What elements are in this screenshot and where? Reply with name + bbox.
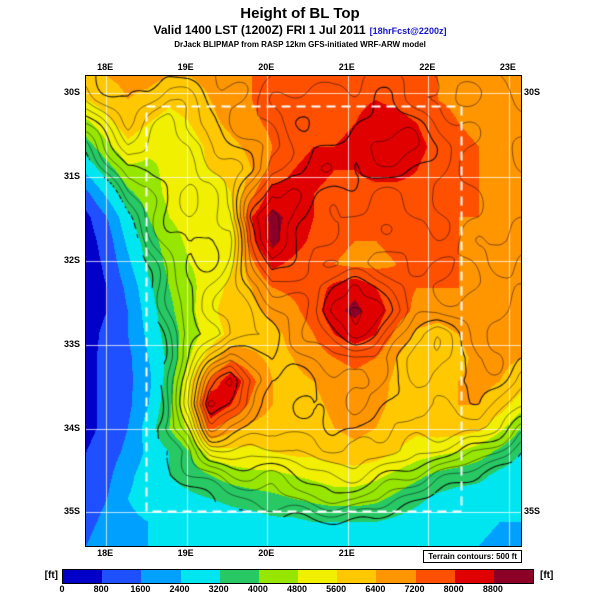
chart-title: Height of BL Top: [240, 5, 360, 22]
colorbar-segment: [337, 570, 377, 583]
colorbar-segment: [141, 570, 181, 583]
lon-tick-label-top: 18E: [97, 62, 114, 72]
lon-tick-label-top: 19E: [177, 62, 194, 72]
colorbar-segment: [493, 570, 534, 583]
colorbar-tick-label: 8800: [482, 584, 503, 594]
lon-tick-label-bottom: 19E: [177, 548, 194, 558]
colorbar-tick-label: 1600: [130, 584, 151, 594]
colorbar-segment: [219, 570, 259, 583]
lat-tick-label-right: 35S: [524, 506, 541, 517]
bl-top-heatmap-canvas: [85, 75, 522, 547]
colorbar-tick-label: 7200: [404, 584, 425, 594]
colorbar-tick-label: 4800: [286, 584, 308, 594]
model-attribution: DrJack BLIPMAP from RASP 12km GFS-initia…: [174, 40, 426, 49]
lon-tick-label-top: 20E: [258, 62, 275, 72]
lat-tick-label-left: 30S: [63, 86, 80, 97]
colorbar-tick-label: 800: [93, 584, 109, 594]
colorbar-unit-right: [ft]: [540, 570, 554, 581]
valid-time-text: Valid 1400 LST (1200Z) FRI 1 Jul 2011: [153, 23, 366, 37]
colorbar-segment: [454, 570, 494, 583]
colorbar-tick-label: 6400: [365, 584, 386, 594]
colorbar-unit-left: [ft]: [44, 570, 58, 581]
colorbar-segment: [258, 570, 299, 583]
lat-tick-label-left: 35S: [63, 506, 80, 517]
lon-tick-label-top: 22E: [419, 62, 436, 72]
lon-tick-label-bottom: 20E: [258, 548, 275, 558]
colorbar-segment: [415, 570, 455, 583]
chart-subtitle: Valid 1400 LST (1200Z) FRI 1 Jul 2011 [18…: [0, 23, 600, 37]
terrain-contour-legend: Terrain contours: 500 ft: [423, 550, 522, 563]
lat-tick-label-left: 34S: [63, 422, 80, 433]
colorbar-segment: [180, 570, 220, 583]
colorbar-tick-label: 5600: [326, 584, 347, 594]
colorbar-segment: [63, 570, 103, 583]
colorbar-segment: [298, 570, 338, 583]
lon-tick-label-bottom: 18E: [97, 548, 114, 558]
lat-tick-label-left: 32S: [63, 254, 80, 265]
lat-tick-label-right: 30S: [524, 86, 541, 97]
lon-tick-label-top: 21E: [338, 62, 355, 72]
colorbar-tick-label: 4000: [247, 584, 268, 594]
lat-tick-label-left: 33S: [63, 338, 80, 349]
lon-tick-label-top: 23E: [499, 62, 516, 72]
lat-tick-label-left: 31S: [63, 170, 80, 181]
colorbar-tick-label: 8000: [443, 584, 464, 594]
colorbar-tick-label: 2400: [169, 584, 190, 594]
colorbar-tick-label: 0: [59, 584, 65, 594]
colorbar: [62, 569, 534, 584]
colorbar-tick-label: 3200: [208, 584, 229, 594]
lon-tick-label-bottom: 21E: [338, 548, 355, 558]
colorbar-segment: [376, 570, 416, 583]
colorbar-segment: [102, 570, 142, 583]
forecast-offset-text: [18hrFcst@2200z]: [369, 26, 447, 36]
